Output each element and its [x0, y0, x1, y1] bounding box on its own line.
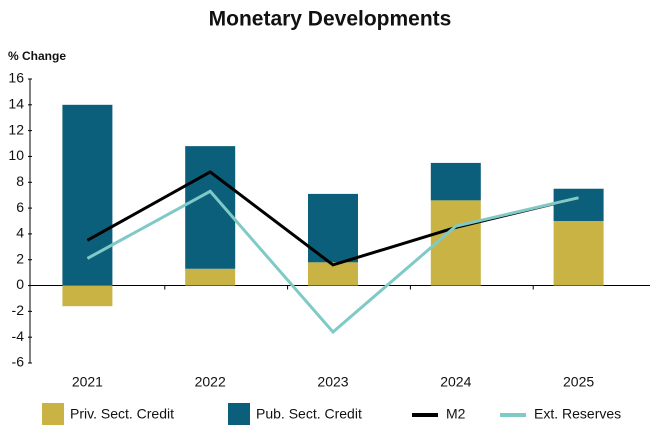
- legend-label: Priv. Sect. Credit: [70, 406, 174, 422]
- y-tick-label: 6: [16, 199, 24, 215]
- y-tick-label: 4: [16, 225, 24, 241]
- bar: [185, 268, 236, 286]
- x-tick-label: 2024: [440, 374, 471, 390]
- bar: [62, 104, 113, 286]
- legend-swatch: [42, 403, 64, 425]
- y-tick-label: 10: [8, 147, 24, 163]
- y-axis-label: % Change: [8, 49, 66, 63]
- y-tick-label: 2: [16, 250, 24, 266]
- y-tick-label: -6: [12, 354, 25, 370]
- x-tick-label: 2023: [317, 374, 348, 390]
- line: [86, 189, 579, 335]
- y-tick-label: -2: [12, 302, 25, 318]
- y-tick-label: 0: [16, 276, 24, 292]
- bar: [553, 221, 604, 286]
- bar: [553, 188, 604, 221]
- legend-label: Pub. Sect. Credit: [256, 406, 362, 422]
- bar: [308, 262, 358, 286]
- chart-title: Monetary Developments: [209, 8, 452, 31]
- y-tick-label: -4: [12, 328, 25, 344]
- x-tick-label: 2021: [72, 374, 103, 390]
- x-tick-label: 2025: [563, 374, 594, 390]
- y-tick-label: 16: [8, 70, 24, 86]
- y-tick-label: 14: [8, 96, 24, 112]
- bar: [185, 146, 236, 269]
- legend-label: M2: [446, 406, 466, 422]
- legend-label: Ext. Reserves: [534, 406, 621, 422]
- y-tick-label: 8: [16, 173, 24, 189]
- y-tick-label: 12: [8, 121, 24, 137]
- bar: [430, 200, 481, 286]
- bar: [430, 162, 481, 201]
- bar: [62, 285, 113, 307]
- legend-swatch: [228, 403, 250, 425]
- x-tick-label: 2022: [195, 374, 226, 390]
